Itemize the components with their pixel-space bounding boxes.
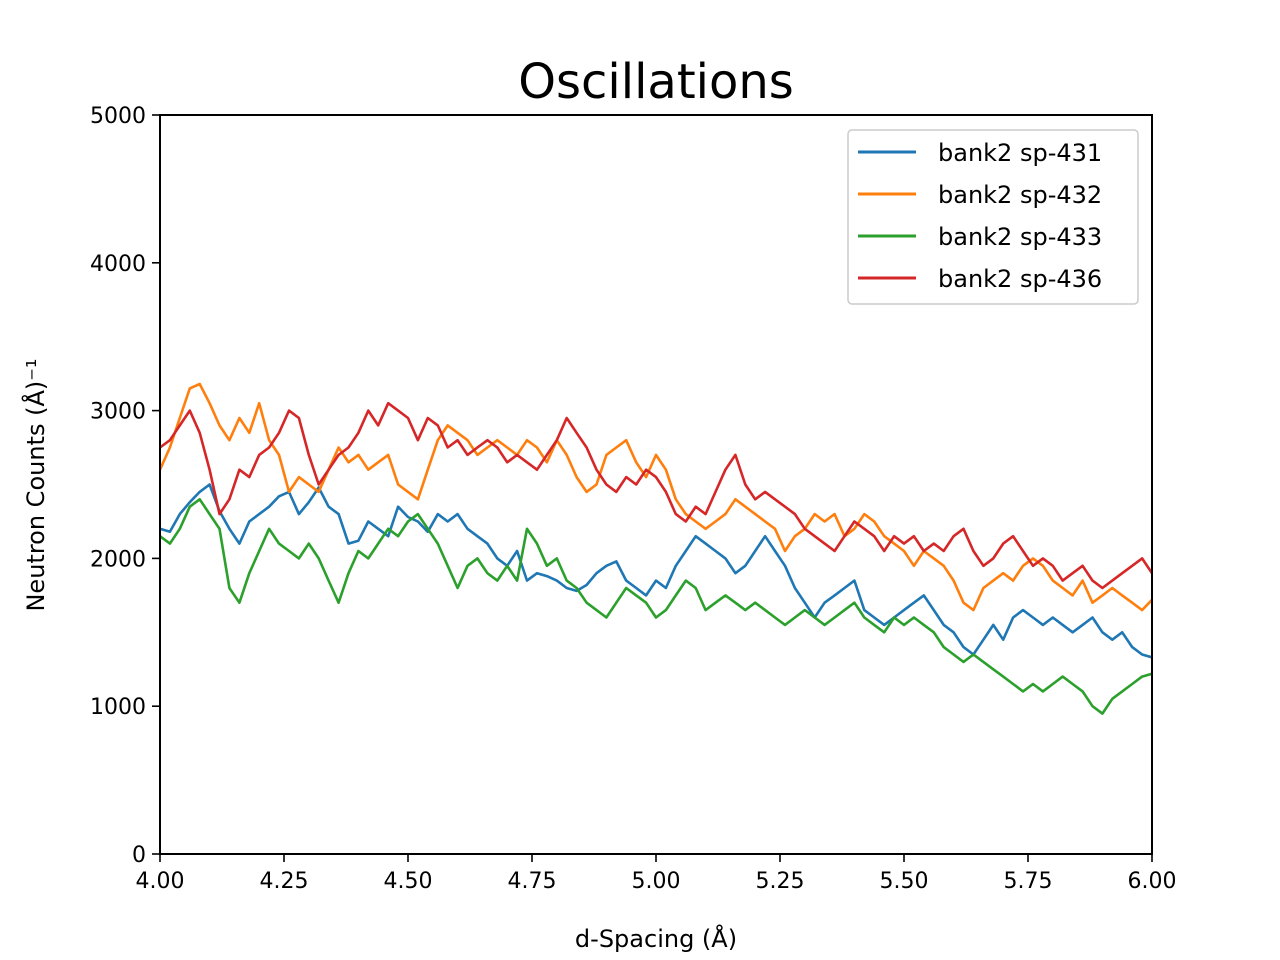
x-tick-label: 4.25 bbox=[260, 869, 309, 894]
series-line-2 bbox=[158, 382, 1153, 612]
x-tick-label: 4.50 bbox=[384, 869, 433, 894]
x-tick-label: 4.75 bbox=[508, 869, 557, 894]
x-tick-label: 5.25 bbox=[756, 869, 805, 894]
y-tick-label: 3000 bbox=[90, 400, 146, 425]
legend-label: bank2 sp-431 bbox=[938, 139, 1102, 167]
x-tick-label: 6.00 bbox=[1128, 869, 1177, 894]
series-line-1 bbox=[159, 483, 1153, 659]
y-tick-label: 4000 bbox=[90, 252, 146, 277]
legend-label: bank2 sp-436 bbox=[938, 265, 1102, 293]
y-tick-label: 1000 bbox=[90, 695, 146, 720]
x-tick-label: 5.50 bbox=[880, 869, 929, 894]
x-axis: 4.00 4.25 4.50 4.75 5.00 5.25 5.50 5.75 6.00 bbox=[136, 854, 1177, 894]
y-tick-label: 2000 bbox=[90, 547, 146, 572]
legend-box bbox=[847, 129, 1139, 305]
legend-label: bank2 sp-433 bbox=[938, 223, 1102, 251]
y-tick-label: 0 bbox=[132, 843, 146, 868]
x-tick-label: 5.75 bbox=[1004, 869, 1053, 894]
x-tick-label: 4.00 bbox=[136, 869, 185, 894]
legend: bank2 sp-431 bank2 sp-432 bank2 sp-433 bank… bbox=[847, 129, 1139, 305]
x-axis-label: d-Spacing (Å) bbox=[575, 924, 737, 953]
series-layer bbox=[158, 382, 1154, 715]
x-tick-label: 5.00 bbox=[632, 869, 681, 894]
y-axis-label: Neutron Counts (Å)⁻¹ bbox=[21, 358, 50, 611]
series-line-4 bbox=[159, 401, 1154, 590]
legend-label: bank2 sp-432 bbox=[938, 181, 1102, 209]
y-tick-label: 5000 bbox=[90, 104, 146, 129]
series-line-3 bbox=[159, 497, 1153, 715]
chart-title: Oscillations bbox=[518, 54, 794, 110]
y-axis: 0 1000 2000 3000 4000 5000 bbox=[90, 104, 160, 868]
